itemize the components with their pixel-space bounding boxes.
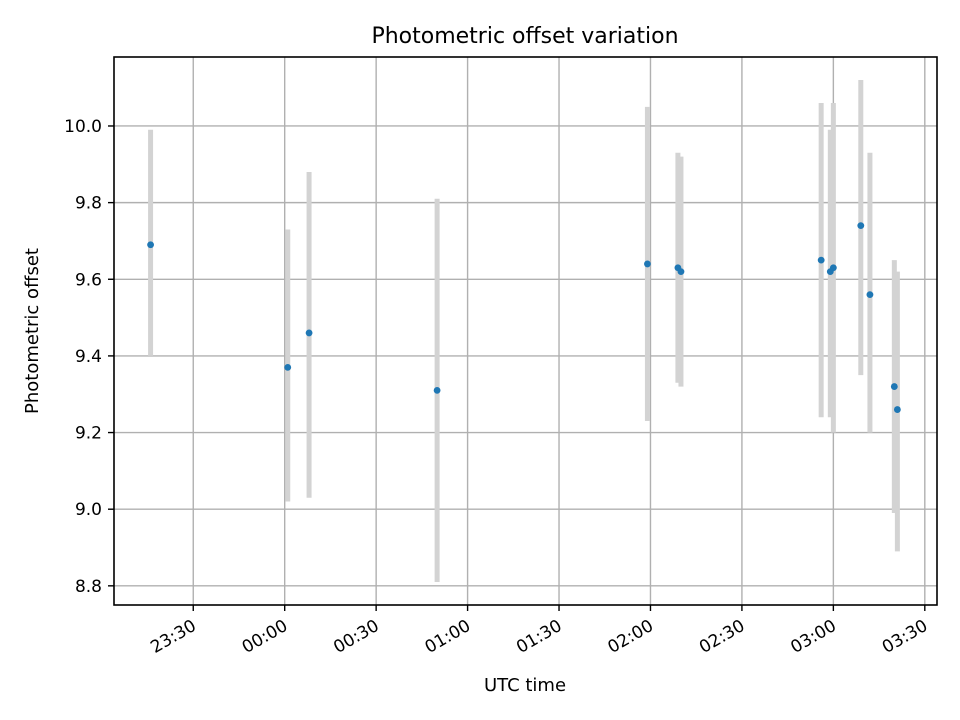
plot-frame: [113, 56, 938, 606]
x-tick-label: 01:00: [422, 616, 474, 658]
x-tick-label: 00:00: [239, 616, 291, 658]
grid: [114, 57, 937, 605]
data-point: [305, 329, 313, 337]
data-point: [857, 222, 865, 230]
x-tick-label: 23:30: [147, 616, 199, 658]
x-tick-label: 00:30: [330, 616, 382, 658]
x-axis-label: UTC time: [484, 675, 566, 696]
y-tick-label: 8.8: [75, 577, 102, 597]
x-axis-ticks: 23:30 00:00 00:30 01:00 01:30 02:00 02:30 03:00…: [147, 605, 931, 658]
data-point: [147, 241, 154, 249]
data-points: [147, 222, 901, 413]
data-point: [677, 268, 685, 276]
y-tick-label: 10.0: [64, 117, 102, 137]
x-tick-label: 03:30: [879, 616, 931, 658]
data-point: [829, 264, 837, 272]
data-point: [433, 386, 441, 394]
x-tick-label: 03:00: [787, 616, 839, 658]
y-tick-label: 9.4: [75, 347, 102, 367]
y-axis-label: Photometric offset: [22, 248, 43, 414]
data-point: [866, 291, 874, 298]
y-tick-label: 9.0: [75, 500, 102, 520]
y-tick-label: 9.2: [75, 424, 102, 444]
x-tick-label: 02:00: [605, 616, 657, 658]
x-tick-label: 01:30: [513, 616, 565, 658]
chart-title: Photometric offset variation: [371, 24, 678, 49]
data-point: [890, 383, 898, 390]
y-axis-ticks: 8.8 9.0 9.2 9.4 9.6 9.8 10.0: [64, 117, 114, 597]
data-point: [893, 406, 901, 413]
x-tick-label: 02:30: [696, 616, 748, 658]
error-bars: [148, 79, 900, 583]
y-tick-label: 9.6: [75, 270, 102, 290]
data-point: [817, 256, 825, 264]
data-point: [284, 364, 292, 371]
y-tick-label: 9.8: [75, 194, 102, 214]
data-point: [644, 260, 651, 268]
